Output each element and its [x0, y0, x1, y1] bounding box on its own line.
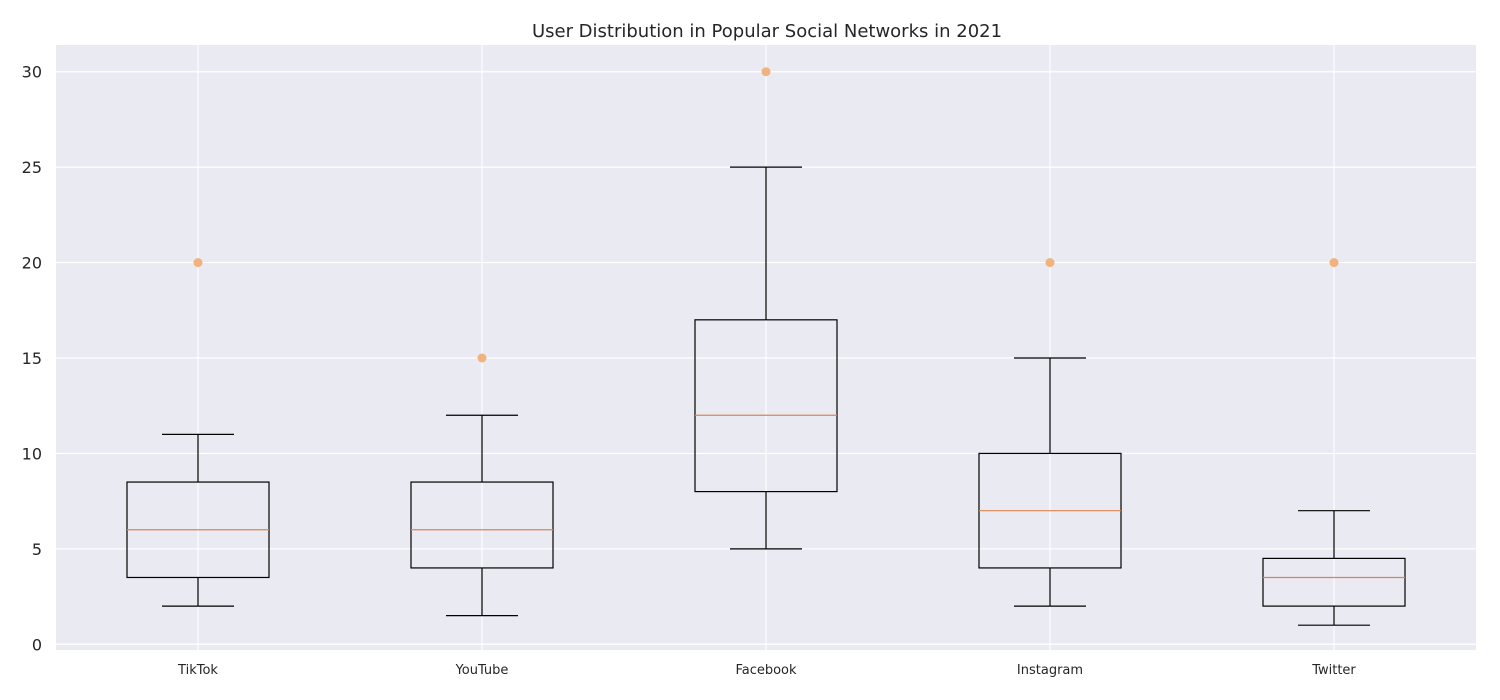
y-tick-label: 5: [32, 540, 42, 559]
y-tick-label: 30: [22, 63, 42, 82]
chart-title: User Distribution in Popular Social Netw…: [532, 21, 1002, 42]
box-series: [126, 67, 1406, 626]
box-twitter: [1262, 258, 1406, 626]
y-axis-ticks: 0 5 10 15 20 25 30: [22, 63, 42, 655]
x-tick-label: Twitter: [1311, 663, 1356, 678]
outlier-point: [477, 353, 487, 363]
box-iqr: [1262, 557, 1406, 607]
box-youtube: [410, 353, 554, 617]
outlier-point: [193, 258, 203, 268]
x-axis-ticks: TikTok YouTube Facebook Instagram Twitter: [177, 663, 1356, 678]
y-tick-label: 20: [22, 254, 42, 273]
box-iqr: [694, 319, 838, 493]
box-facebook: [694, 67, 838, 550]
box-iqr: [410, 481, 554, 569]
outlier-point: [761, 67, 771, 77]
x-tick-label: YouTube: [455, 663, 509, 678]
x-tick-label: Instagram: [1017, 663, 1083, 678]
y-tick-label: 0: [32, 635, 42, 654]
box-instagram: [978, 258, 1122, 607]
x-tick-label: Facebook: [735, 663, 797, 678]
outlier-point: [1329, 258, 1339, 268]
outlier-point: [1045, 258, 1055, 268]
y-tick-label: 15: [22, 349, 42, 368]
x-tick-label: TikTok: [177, 663, 218, 678]
y-tick-label: 10: [22, 444, 42, 463]
box-tiktok: [126, 258, 270, 607]
y-tick-label: 25: [22, 158, 42, 177]
